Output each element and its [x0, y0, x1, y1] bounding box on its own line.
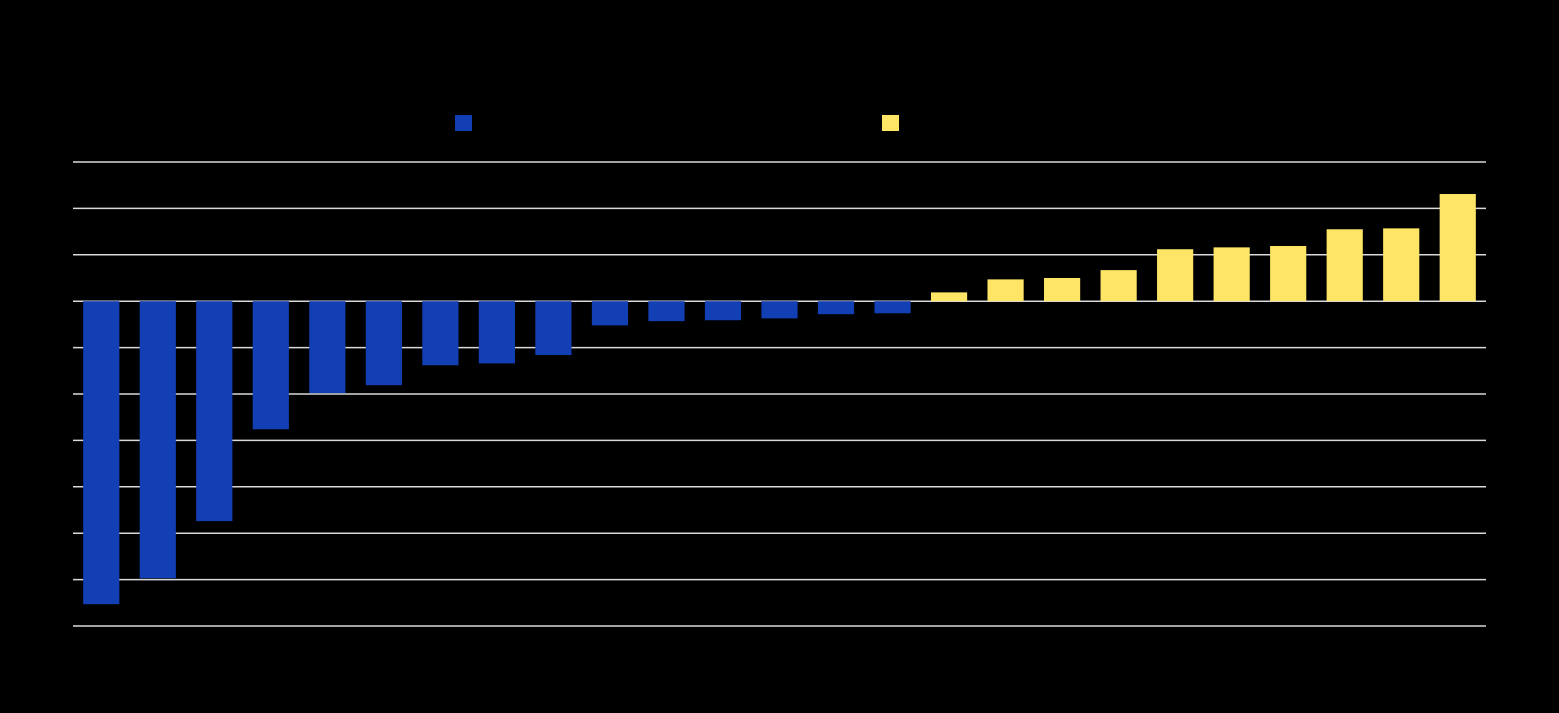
bar: [591, 301, 629, 326]
bar: [817, 301, 855, 315]
bar: [1213, 247, 1250, 302]
bar: [1100, 270, 1137, 302]
bar: [1044, 278, 1081, 302]
bar: [874, 301, 911, 314]
legend-marker: [882, 115, 899, 131]
bar: [930, 292, 968, 302]
bar: [309, 301, 346, 394]
bar: [648, 301, 685, 322]
bar: [478, 301, 515, 364]
bar: [535, 301, 572, 356]
bar: [1439, 194, 1476, 302]
bar: [761, 301, 798, 319]
bar: [365, 301, 402, 386]
bar: [422, 301, 459, 366]
bar: [83, 301, 120, 605]
bar: [1383, 228, 1420, 302]
bar: [987, 279, 1024, 302]
bar: [704, 301, 742, 321]
bar: [1157, 249, 1194, 302]
legend-marker: [455, 115, 472, 131]
bar: [1326, 229, 1363, 302]
bar: [252, 301, 289, 430]
bar: [139, 301, 176, 579]
bar: [1270, 245, 1307, 302]
bar: [196, 301, 233, 522]
